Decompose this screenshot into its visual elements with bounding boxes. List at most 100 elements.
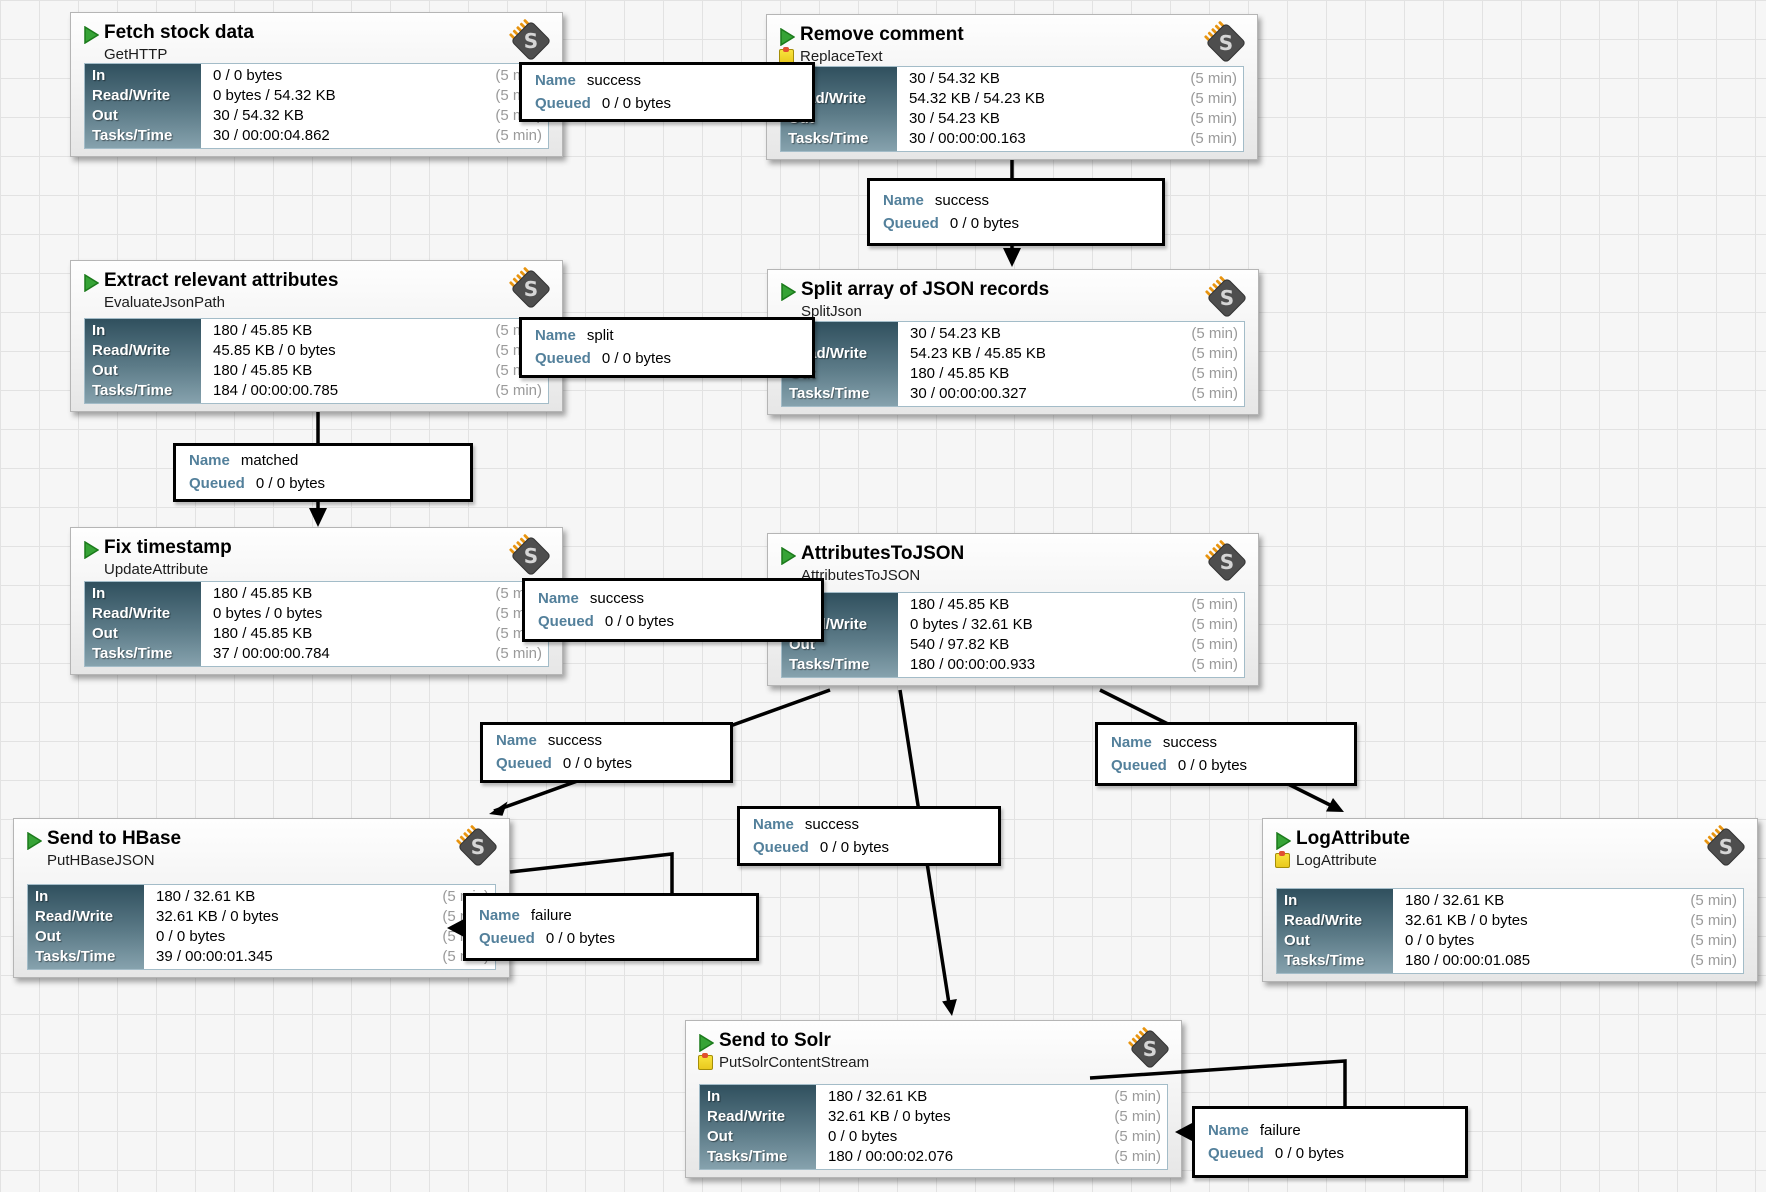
stat-row-tasks-time: Tasks/Time 37 / 00:00:00.784 (5 min)	[92, 645, 542, 662]
connection-queued-row: Queued 0 / 0 bytes	[753, 838, 890, 856]
processor-type: EvaluateJsonPath	[104, 294, 225, 311]
processor-extract-relevant-attributes[interactable]: Extract relevant attributes EvaluateJson…	[70, 260, 563, 412]
processor-attributes-to-json[interactable]: AttributesToJSON AttributesToJSON In180 …	[767, 533, 1259, 686]
processor-type: SplitJson	[801, 303, 862, 320]
run-status-icon	[84, 274, 99, 292]
connection-queued-row: Queued 0 / 0 bytes	[189, 475, 326, 492]
connection-name-row: Name split	[535, 327, 614, 344]
processor-type-label: PutHBaseJSON	[47, 852, 155, 869]
connection-label-failure-solr-loop[interactable]: Name failure Queued 0 / 0 bytes	[1192, 1106, 1468, 1178]
connection-label-success-to-solr[interactable]: Name success Queued 0 / 0 bytes	[737, 806, 1001, 866]
processor-title: Extract relevant attributes	[104, 270, 339, 291]
connection-queued-row: Queued 0 / 0 bytes	[479, 929, 616, 947]
processor-type: UpdateAttribute	[104, 561, 208, 578]
processor-title: Send to Solr	[719, 1030, 831, 1051]
processor-chip-icon	[1204, 275, 1248, 319]
comment-note-icon	[698, 1053, 713, 1070]
processor-chip-icon	[508, 18, 552, 62]
processor-type-label: LogAttribute	[1296, 852, 1377, 869]
processor-type-label: UpdateAttribute	[104, 561, 209, 578]
processor-chip-icon	[508, 533, 552, 577]
connection-label-success-fix-to-attributes[interactable]: Name success Queued 0 / 0 bytes	[522, 578, 824, 642]
processor-title: AttributesToJSON	[801, 543, 965, 564]
connection-queued-row: Queued 0 / 0 bytes	[1111, 756, 1248, 774]
processor-fetch-stock-data[interactable]: Fetch stock data GetHTTP In 0 / 0 bytes (5…	[70, 12, 563, 157]
processor-type: ReplaceText	[779, 47, 883, 65]
connection-name-row: Name success	[535, 71, 642, 89]
processor-title: LogAttribute	[1296, 828, 1410, 849]
connection-name-row: Name success	[496, 732, 603, 749]
processor-type: PutSolrContentStream	[698, 1053, 870, 1071]
run-status-icon	[781, 547, 796, 565]
connection-queued-row: Queued 0 / 0 bytes	[535, 94, 672, 112]
processor-type-label: GetHTTP	[104, 46, 168, 63]
processor-type: PutHBaseJSON	[47, 852, 155, 869]
processor-type-label: EvaluateJsonPath	[104, 294, 225, 311]
connection-name-row: Name success	[753, 815, 860, 833]
run-status-icon	[27, 832, 42, 850]
processor-chip-icon	[1703, 824, 1747, 868]
processor-split-array-of-json-records[interactable]: Split array of JSON records SplitJson In…	[767, 269, 1259, 415]
connection-label-failure-hbase-loop[interactable]: Name failure Queued 0 / 0 bytes	[463, 893, 759, 961]
processor-type: GetHTTP	[104, 46, 167, 63]
connection-queued-row: Queued 0 / 0 bytes	[1208, 1144, 1345, 1162]
run-status-icon	[780, 28, 795, 46]
processor-title: Fetch stock data	[104, 22, 254, 43]
connection-label-success-remove-to-split[interactable]: Name success Queued 0 / 0 bytes	[867, 178, 1165, 246]
run-status-icon	[699, 1034, 714, 1052]
stat-row-tasks-time: Tasks/Time 180 / 00:00:00.933 (5 min)	[789, 656, 1238, 673]
processor-chip-icon	[508, 266, 552, 310]
processor-send-to-hbase[interactable]: Send to HBase PutHBaseJSON In 180 / 32.61…	[13, 818, 510, 978]
connection-label-success-to-log-attribute[interactable]: Name success Queued 0 / 0 bytes	[1095, 722, 1357, 786]
stat-row-tasks-time: Tasks/Time 184 / 00:00:00.785 (5 min)	[92, 382, 542, 399]
processor-type-label: PutSolrContentStream	[719, 1054, 870, 1071]
processor-chip-icon	[1204, 539, 1248, 583]
processor-send-to-solr[interactable]: Send to Solr PutSolrContentStream In 180 …	[685, 1020, 1182, 1178]
processor-type: LogAttribute	[1275, 851, 1377, 869]
stat-row-tasks-time: Tasks/Time 180 / 00:00:02.076 (5 min)	[707, 1148, 1161, 1165]
processor-remove-comment[interactable]: Remove comment ReplaceText In30 / 54.32 …	[766, 14, 1258, 160]
connection-name-row: Name success	[1111, 733, 1218, 751]
connection-label-success-to-hbase[interactable]: Name success Queued 0 / 0 bytes	[480, 722, 733, 783]
connection-name-row: Name success	[883, 191, 990, 209]
processor-fix-timestamp[interactable]: Fix timestamp UpdateAttribute In 180 / 45…	[70, 527, 563, 675]
connection-label-split-to-extract[interactable]: Name split Queued 0 / 0 bytes	[519, 317, 815, 378]
processor-log-attribute[interactable]: LogAttribute LogAttribute In 180 / 32.61 …	[1262, 818, 1758, 982]
run-status-icon	[84, 541, 99, 559]
processor-chip-icon	[455, 824, 499, 868]
stat-row-read-write: Read/Write 54.32 KB / 54.23 KB (5 min)	[788, 90, 1237, 107]
stat-row-in: In0 / 0 bytes(5 min)	[92, 67, 542, 84]
run-status-icon	[781, 283, 796, 301]
stat-row-in: In30 / 54.32 KB(5 min)	[788, 70, 1237, 87]
processor-type-label: SplitJson	[801, 303, 862, 320]
processor-title: Fix timestamp	[104, 537, 232, 558]
comment-note-icon	[1275, 851, 1290, 868]
processor-title: Remove comment	[800, 24, 964, 45]
stat-row-tasks-time: Tasks/Time 30 / 00:00:00.163 (5 min)	[788, 130, 1237, 147]
run-status-icon	[1276, 832, 1291, 850]
stat-row-out: Out 540 / 97.82 KB (5 min)	[789, 636, 1238, 653]
connection-label-matched-extract-to-fix[interactable]: Name matched Queued 0 / 0 bytes	[173, 443, 473, 502]
connection-label-success-fetch-to-remove[interactable]: Name success Queued 0 / 0 bytes	[519, 62, 815, 122]
